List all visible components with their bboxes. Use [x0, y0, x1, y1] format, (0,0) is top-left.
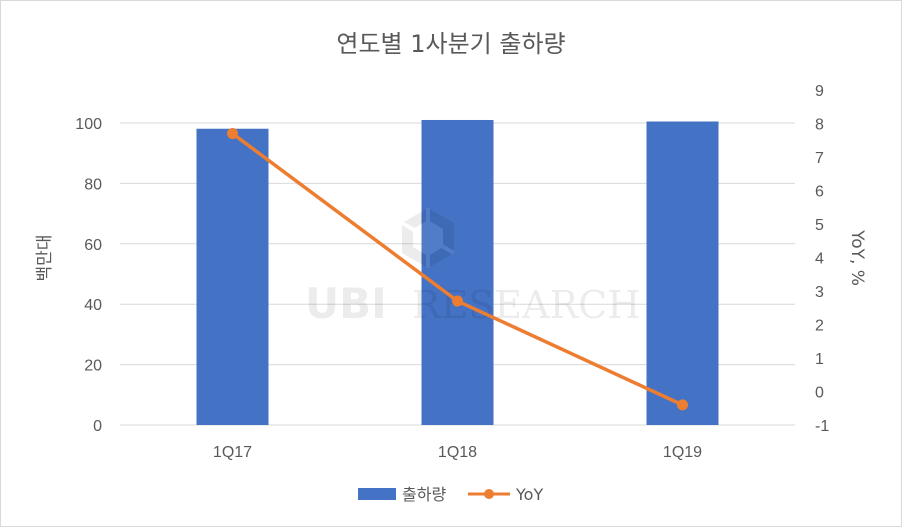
legend-line-marker: [484, 489, 494, 499]
watermark: UBI RESEARCH: [305, 208, 640, 328]
bar: [421, 119, 494, 425]
yoy-line-series: [227, 128, 688, 411]
x-tick-label: 1Q19: [663, 444, 702, 461]
legend: 출하량 YoY: [358, 485, 543, 504]
right-axis-ticks: -1 0 1 2 3 4 5 6 7 8 9: [815, 83, 829, 435]
y-tick-label: 60: [84, 237, 102, 254]
y-tick-label: 40: [84, 297, 102, 314]
bar-series: [196, 119, 719, 426]
y2-tick-label: 6: [815, 184, 824, 201]
legend-line-label: YoY: [515, 485, 543, 504]
y-axis-title: 백만대: [35, 235, 55, 282]
x-tick-label: 1Q17: [213, 444, 252, 461]
y2-tick-label: 8: [815, 117, 824, 134]
y2-tick-label: 9: [815, 83, 824, 100]
y2-axis-title: YoY, %: [847, 229, 867, 286]
y-tick-label: 20: [84, 358, 102, 375]
legend-bar-swatch: [358, 488, 396, 500]
yoy-point: [227, 128, 238, 140]
yoy-point: [452, 295, 463, 307]
y2-tick-label: 7: [815, 150, 824, 167]
y2-tick-label: 4: [815, 251, 824, 268]
yoy-point: [677, 399, 688, 411]
y-tick-label: 0: [93, 418, 102, 435]
y2-tick-label: 3: [815, 284, 824, 301]
y-tick-label: 100: [75, 116, 102, 133]
watermark-logo-icon: [401, 208, 455, 268]
y-tick-label: 80: [84, 176, 102, 193]
watermark-research-text: RESEARCH: [412, 283, 640, 327]
y2-tick-label: 5: [815, 217, 824, 234]
y2-tick-label: 0: [815, 385, 824, 402]
x-axis-ticks: 1Q17 1Q18 1Q19: [213, 444, 702, 461]
watermark-logo-text: UBI: [305, 279, 387, 328]
x-tick-label: 1Q18: [438, 444, 477, 461]
left-axis-ticks: 0 20 40 60 80 100: [75, 116, 102, 435]
y2-tick-label: -1: [815, 418, 829, 435]
bar: [196, 128, 269, 425]
y2-tick-label: 1: [815, 351, 824, 368]
bar: [646, 121, 719, 426]
chart-title: 연도별 1사분기 출하량: [336, 30, 565, 58]
y2-tick-label: 2: [815, 318, 824, 335]
legend-bar-label: 출하량: [402, 485, 446, 504]
